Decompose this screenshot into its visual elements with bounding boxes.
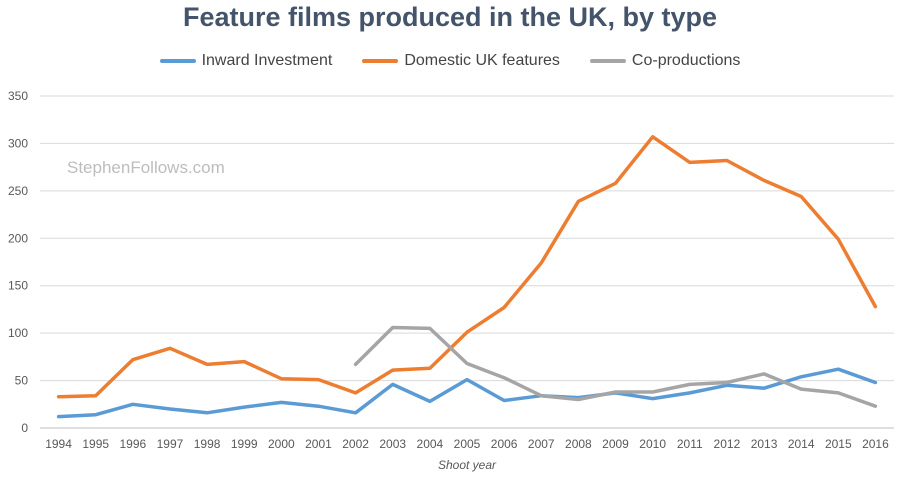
x-tick-label: 1996 bbox=[119, 437, 146, 451]
legend-swatch-domestic bbox=[362, 59, 399, 63]
x-tick-label: 1994 bbox=[45, 437, 72, 451]
series-line-domestic-uk-features bbox=[56, 135, 878, 399]
x-tick-label: 2011 bbox=[677, 437, 703, 451]
x-tick-label: 2006 bbox=[491, 437, 518, 451]
x-tick-label: 2003 bbox=[379, 437, 406, 451]
chart-title: Feature films produced in the UK, by typ… bbox=[182, 2, 718, 32]
y-tick-label: 350 bbox=[8, 89, 28, 103]
y-tick-label: 0 bbox=[21, 421, 28, 435]
y-tick-labels: 0 50 100 150 200 250 300 350 bbox=[8, 89, 28, 435]
legend-swatch-inward bbox=[159, 59, 196, 63]
y-tick-label: 150 bbox=[8, 279, 28, 293]
x-tick-label: 2000 bbox=[268, 437, 295, 451]
legend-item-inward: Inward Investment bbox=[159, 52, 333, 70]
x-axis-label: Shoot year bbox=[438, 458, 497, 472]
legend-label-domestic: Domestic UK features bbox=[404, 52, 560, 69]
x-tick-label: 2008 bbox=[565, 437, 592, 451]
y-tick-label: 50 bbox=[15, 374, 29, 388]
y-tick-label: 200 bbox=[8, 231, 28, 245]
watermark: StephenFollows.com bbox=[67, 158, 225, 177]
x-tick-label: 2009 bbox=[602, 437, 629, 451]
x-tick-label: 2012 bbox=[714, 437, 741, 451]
x-tick-label: 2005 bbox=[454, 437, 481, 451]
y-tick-label: 250 bbox=[8, 184, 28, 198]
series-line-co-productions bbox=[353, 325, 878, 408]
grid-lines bbox=[40, 95, 894, 429]
x-tick-label: 2013 bbox=[751, 437, 778, 451]
legend-label-coproductions: Co-productions bbox=[631, 52, 741, 69]
x-tick-label: 2010 bbox=[639, 437, 666, 451]
y-tick-label: 300 bbox=[8, 136, 28, 150]
legend: Inward Investment Domestic UK features C… bbox=[0, 50, 900, 72]
x-tick-label: 1998 bbox=[194, 437, 221, 451]
x-tick-labels: 1994 1995 1996 1997 1998 1999 2000 2001 2002 2003… bbox=[45, 437, 889, 451]
x-tick-label: 2016 bbox=[862, 437, 889, 451]
legend-swatch-coproductions bbox=[589, 59, 626, 63]
x-tick-label: 2004 bbox=[417, 437, 444, 451]
y-tick-label: 100 bbox=[8, 326, 28, 340]
series-lines bbox=[56, 135, 878, 419]
x-tick-label: 2015 bbox=[825, 437, 852, 451]
x-tick-label: 1995 bbox=[82, 437, 109, 451]
x-tick-label: 2007 bbox=[528, 437, 555, 451]
x-tick-label: 2002 bbox=[342, 437, 369, 451]
x-tick-label: 1997 bbox=[157, 437, 184, 451]
x-tick-label: 1999 bbox=[231, 437, 258, 451]
x-tick-label: 2014 bbox=[788, 437, 815, 451]
legend-item-domestic: Domestic UK features bbox=[362, 52, 560, 70]
legend-item-coproductions: Co-productions bbox=[589, 52, 741, 70]
legend-label-inward: Inward Investment bbox=[201, 52, 333, 69]
x-tick-label: 2001 bbox=[305, 437, 332, 451]
series-line-inward-investment bbox=[56, 367, 878, 419]
